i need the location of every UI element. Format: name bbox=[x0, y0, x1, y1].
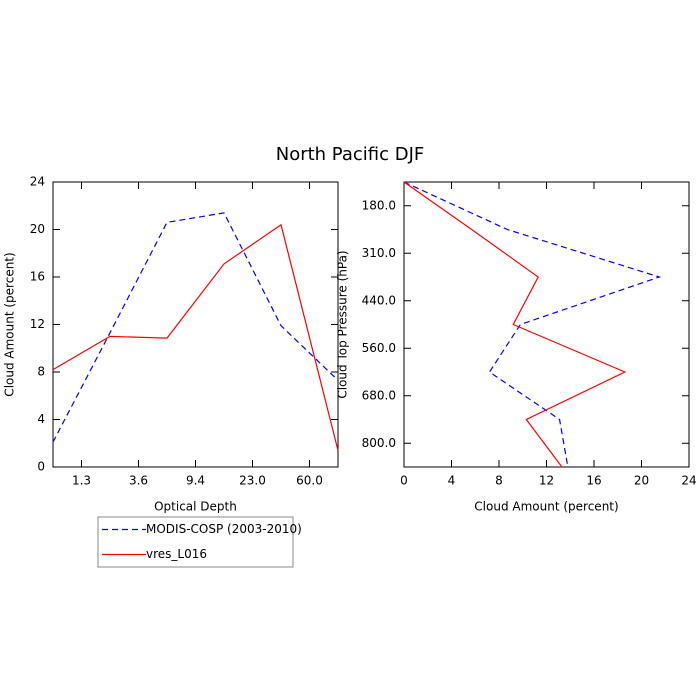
series-line bbox=[52, 223, 339, 451]
series-line bbox=[403, 181, 662, 468]
y-tick-label: 4 bbox=[37, 412, 45, 426]
y-tick-label: 180.0 bbox=[362, 198, 396, 212]
y-axis-label: Cloud Top Pressure (hPa) bbox=[336, 250, 350, 398]
y-tick-label: 800.0 bbox=[362, 436, 396, 450]
y-tick-label: 560.0 bbox=[362, 341, 396, 355]
y-tick-label: 12 bbox=[30, 317, 45, 331]
y-tick-label: 680.0 bbox=[362, 388, 396, 402]
x-tick-label: 20 bbox=[634, 474, 649, 488]
x-tick-label: 16 bbox=[586, 474, 601, 488]
x-tick-label: 24 bbox=[681, 474, 696, 488]
y-tick-label: 8 bbox=[37, 365, 45, 379]
y-tick-label: 440.0 bbox=[362, 293, 396, 307]
y-tick-label: 20 bbox=[30, 222, 45, 236]
legend-label: vres_L016 bbox=[146, 547, 207, 561]
legend-label: MODIS-COSP (2003-2010) bbox=[146, 522, 302, 536]
legend-box bbox=[97, 516, 294, 568]
x-tick-label: 1.3 bbox=[72, 474, 91, 488]
chart-title: North Pacific DJF bbox=[276, 144, 425, 165]
plot-frame bbox=[403, 181, 690, 468]
x-tick-label: 0 bbox=[400, 474, 408, 488]
x-axis-label: Optical Depth bbox=[154, 500, 237, 514]
x-tick-label: 9.4 bbox=[186, 474, 205, 488]
y-tick-label: 16 bbox=[30, 270, 45, 284]
x-tick-label: 8 bbox=[495, 474, 503, 488]
y-tick-label: 0 bbox=[37, 460, 45, 474]
x-tick-label: 60.0 bbox=[296, 474, 323, 488]
x-tick-label: 3.6 bbox=[129, 474, 148, 488]
y-tick-label: 310.0 bbox=[362, 246, 396, 260]
y-tick-label: 24 bbox=[30, 175, 45, 189]
x-tick-label: 4 bbox=[448, 474, 456, 488]
y-axis-label: Cloud Amount (percent) bbox=[3, 252, 17, 396]
x-tick-label: 12 bbox=[539, 474, 554, 488]
x-tick-label: 23.0 bbox=[239, 474, 266, 488]
series-line bbox=[52, 212, 339, 443]
series-line bbox=[403, 181, 627, 468]
plot-frame bbox=[52, 181, 339, 468]
x-axis-label: Cloud Amount (percent) bbox=[474, 500, 618, 514]
